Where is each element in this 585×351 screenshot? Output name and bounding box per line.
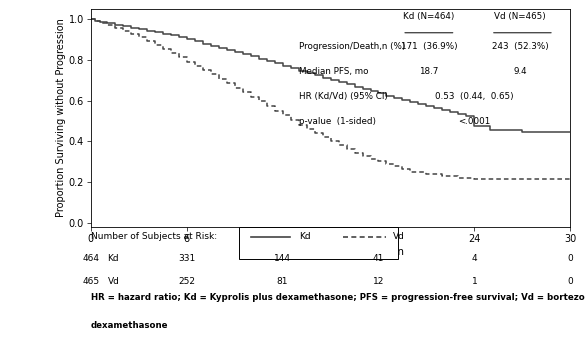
Text: 9.4: 9.4 (513, 67, 527, 75)
Text: 0: 0 (567, 277, 573, 286)
Text: <.0001: <.0001 (458, 117, 491, 126)
Text: 1: 1 (472, 277, 477, 286)
Text: Number of Subjects at Risk:: Number of Subjects at Risk: (91, 232, 217, 241)
Text: 18.7: 18.7 (419, 67, 439, 75)
Text: Median PFS, mo: Median PFS, mo (300, 67, 369, 75)
Text: Kd: Kd (108, 254, 119, 263)
X-axis label: Months from Randomization: Months from Randomization (257, 247, 404, 257)
Text: 0.53  (0.44,  0.65): 0.53 (0.44, 0.65) (435, 92, 514, 101)
Text: HR (Kd/Vd) (95% CI): HR (Kd/Vd) (95% CI) (300, 92, 388, 101)
Text: p-value  (1-sided): p-value (1-sided) (300, 117, 376, 126)
Text: 171  (36.9%): 171 (36.9%) (401, 41, 457, 51)
Text: 464: 464 (82, 254, 99, 263)
Text: 243  (52.3%): 243 (52.3%) (491, 41, 548, 51)
Text: Vd: Vd (108, 277, 119, 286)
Text: 81: 81 (277, 277, 288, 286)
Text: 41: 41 (373, 254, 384, 263)
Text: 4: 4 (472, 254, 477, 263)
Text: 252: 252 (178, 277, 195, 286)
Text: 0: 0 (567, 254, 573, 263)
Text: Kd (N=464): Kd (N=464) (403, 12, 455, 21)
Text: 144: 144 (274, 254, 291, 263)
Y-axis label: Proportion Surviving without Progression: Proportion Surviving without Progression (56, 19, 66, 217)
Text: Vd (N=465): Vd (N=465) (494, 12, 546, 21)
Text: 12: 12 (373, 277, 384, 286)
Text: 465: 465 (82, 277, 99, 286)
Text: Progression/Death,n (%): Progression/Death,n (%) (300, 41, 406, 51)
Text: dexamethasone: dexamethasone (91, 321, 168, 330)
Text: Vd: Vd (393, 232, 405, 241)
Text: HR = hazard ratio; Kd = Kyprolis plus dexamethasone; PFS = progression-free surv: HR = hazard ratio; Kd = Kyprolis plus de… (91, 293, 585, 302)
Text: 331: 331 (178, 254, 195, 263)
Text: Kd: Kd (300, 232, 311, 241)
FancyBboxPatch shape (239, 227, 398, 259)
